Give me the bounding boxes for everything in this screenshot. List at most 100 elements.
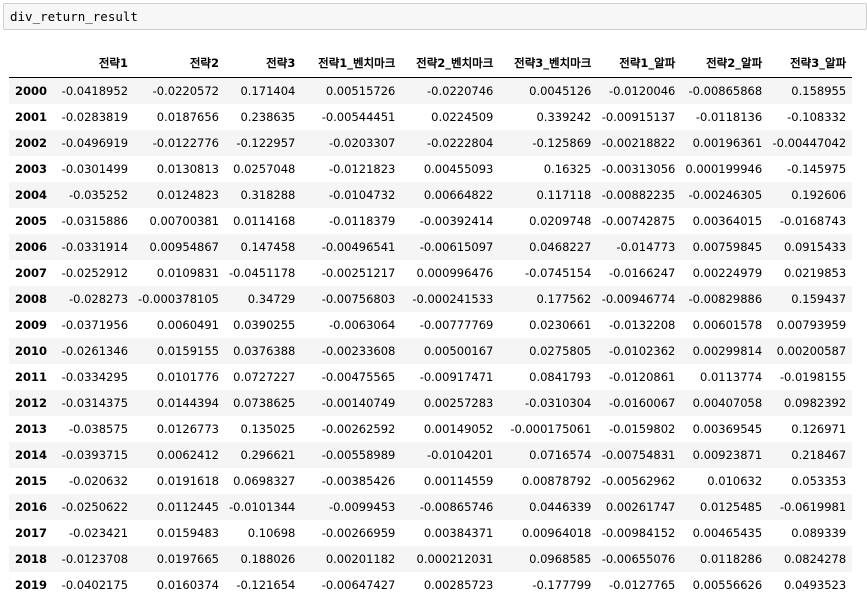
table-cell: 0.00114559	[423, 474, 494, 488]
table-cell: -0.122957	[236, 136, 296, 150]
row-index: 2015	[15, 474, 48, 488]
dataframe-table: 전략1 전략2 전략3 전략1_벤치마크 전략2_벤치마크 전략3_벤치마크 전략1_알파 전…	[9, 50, 853, 598]
table-cell: 0.34729	[247, 292, 296, 306]
table-cell: -0.0418952	[61, 84, 129, 98]
table-cell: -0.00615097	[419, 240, 494, 254]
table-cell: -0.177799	[532, 578, 592, 592]
table-cell: -0.038575	[68, 422, 129, 436]
table-cell: -0.00865746	[419, 500, 494, 514]
table-cell: 0.0841793	[529, 370, 592, 384]
table-cell: 0.0390255	[233, 318, 296, 332]
table-row: 2013 -0.038575 0.0126773 0.135025 -0.0026259…	[9, 416, 853, 442]
table-cell: -0.0252912	[61, 266, 129, 280]
table-cell: -0.00984152	[601, 526, 676, 540]
row-index: 2002	[15, 136, 48, 150]
table-cell: -0.0101344	[229, 500, 296, 514]
table-cell: 0.00149052	[423, 422, 494, 436]
table-cell: 0.0187656	[156, 110, 219, 124]
table-cell: -0.00655076	[601, 552, 676, 566]
table-cell: 0.0727227	[233, 370, 296, 384]
table-header-row: 전략1 전략2 전략3 전략1_벤치마크 전략2_벤치마크 전략3_벤치마크 전략1_알파 전…	[9, 50, 853, 78]
table-cell: 0.00201182	[325, 552, 396, 566]
table-cell: -0.0745154	[525, 266, 592, 280]
table-cell: -0.00385426	[321, 474, 396, 488]
table-cell: 0.0060491	[156, 318, 219, 332]
table-cell: -0.0104732	[329, 188, 396, 202]
table-cell: -0.00496541	[321, 240, 396, 254]
column-header: 전략3	[225, 50, 302, 78]
table-cell: -0.0120861	[609, 370, 676, 384]
row-index: 2001	[15, 110, 48, 124]
table-cell: -0.00246305	[688, 188, 763, 202]
table-cell: 0.00964018	[521, 526, 592, 540]
code-input-cell[interactable]: div_return_result	[3, 3, 867, 30]
table-cell: -0.00140749	[321, 396, 396, 410]
index-header	[9, 50, 54, 78]
code-text: div_return_result	[10, 9, 138, 24]
row-index: 2014	[15, 448, 48, 462]
table-cell: 0.296621	[240, 448, 296, 462]
table-row: 2004 -0.035252 0.0124823 0.318288 -0.0104732…	[9, 182, 853, 208]
table-cell: -0.0310304	[525, 396, 592, 410]
table-cell: 0.00196361	[692, 136, 763, 150]
table-cell: 0.000996476	[416, 266, 494, 280]
table-row: 2010 -0.0261346 0.0159155 0.0376388 -0.00233…	[9, 338, 853, 364]
table-cell: -0.000378105	[138, 292, 219, 306]
table-cell: -0.0104201	[427, 448, 494, 462]
table-cell: -0.00562962	[601, 474, 676, 488]
table-cell: -0.000241533	[412, 292, 494, 306]
table-cell: 0.126971	[791, 422, 847, 436]
table-cell: -0.0102362	[609, 344, 676, 358]
table-cell: 0.00556626	[692, 578, 763, 592]
row-index: 2008	[15, 292, 48, 306]
table-cell: 0.0118286	[699, 552, 763, 566]
table-cell: 0.00923871	[692, 448, 763, 462]
table-cell: 0.000212031	[416, 552, 494, 566]
table-cell: 0.0159155	[156, 344, 219, 358]
table-cell: 0.0224509	[431, 110, 494, 124]
row-index: 2018	[15, 552, 48, 566]
table-cell: 0.0915433	[783, 240, 847, 254]
table-cell: 0.00200587	[776, 344, 847, 358]
table-cell: 0.0376388	[233, 344, 296, 358]
table-cell: -0.00915137	[601, 110, 676, 124]
table-cell: 0.0468227	[529, 240, 592, 254]
table-cell: -0.0168743	[779, 214, 847, 228]
table-row: 2003 -0.0301499 0.0130813 0.0257048 -0.01218…	[9, 156, 853, 182]
table-cell: 0.0113774	[699, 370, 763, 384]
table-cell: 0.0109831	[156, 266, 219, 280]
table-cell: 0.147458	[240, 240, 296, 254]
table-cell: -0.0301499	[61, 162, 129, 176]
table-cell: 0.00285723	[423, 578, 494, 592]
table-cell: -0.00917471	[419, 370, 494, 384]
table-cell: 0.0446339	[529, 500, 592, 514]
row-index: 2009	[15, 318, 48, 332]
table-cell: -0.0123708	[61, 552, 129, 566]
table-row: 2009 -0.0371956 0.0060491 0.0390255 -0.00630…	[9, 312, 853, 338]
table-row: 2015 -0.020632 0.0191618 0.0698327 -0.003854…	[9, 468, 853, 494]
table-row: 2005 -0.0315886 0.00700381 0.0114168 -0.0118…	[9, 208, 853, 234]
table-row: 2007 -0.0252912 0.0109831 -0.0451178 -0.0025…	[9, 260, 853, 286]
table-cell: -0.0063064	[329, 318, 396, 332]
row-index: 2005	[15, 214, 48, 228]
table-cell: -0.014773	[616, 240, 676, 254]
column-header: 전략2	[134, 50, 225, 78]
table-cell: 0.010632	[707, 474, 763, 488]
column-header: 전략1_알파	[597, 50, 682, 78]
table-cell: 0.053353	[791, 474, 847, 488]
table-cell: -0.0393715	[61, 448, 129, 462]
table-cell: -0.0334295	[61, 370, 129, 384]
table-cell: 0.0124823	[156, 188, 219, 202]
column-header: 전략3_알파	[768, 50, 853, 78]
row-index: 2016	[15, 500, 48, 514]
table-cell: -0.035252	[68, 188, 129, 202]
table-cell: 0.00384371	[423, 526, 494, 540]
table-cell: -0.00447042	[772, 136, 847, 150]
row-index: 2017	[15, 526, 48, 540]
table-row: 2006 -0.0331914 0.00954867 0.147458 -0.00496…	[9, 234, 853, 260]
table-cell: 0.0257048	[233, 162, 296, 176]
table-cell: 0.0144394	[156, 396, 219, 410]
table-cell: -0.0120046	[609, 84, 676, 98]
row-index: 2000	[15, 84, 48, 98]
row-index: 2004	[15, 188, 48, 202]
